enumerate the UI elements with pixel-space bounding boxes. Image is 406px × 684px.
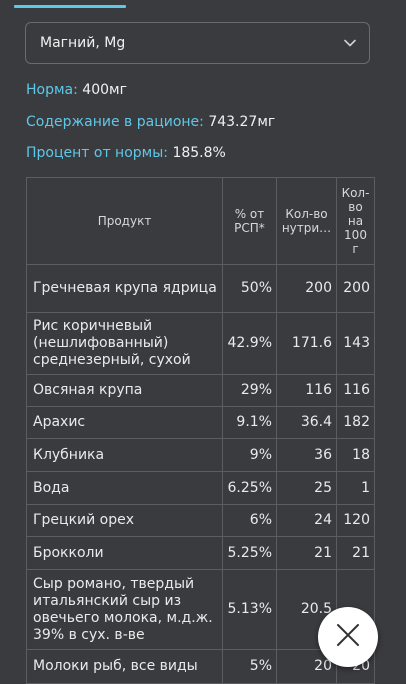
nutrient-table: Продукт % от РСП* Кол-во нутри… Кол-во н… <box>26 177 375 684</box>
per100-cell: 116 <box>336 374 375 407</box>
percent-cell: 9.1% <box>222 406 277 439</box>
percent-cell: 50% <box>222 264 277 313</box>
product-cell: Клубника <box>26 438 223 472</box>
table-row[interactable]: Грецкий орех 6% 24 120 <box>26 504 375 537</box>
amount-cell: 25 <box>276 471 337 505</box>
close-button[interactable] <box>318 607 378 667</box>
percent-cell: 29% <box>222 374 277 407</box>
header-percent[interactable]: % от РСП* <box>222 177 277 265</box>
product-cell: Гречневая крупа ядрица <box>26 264 223 313</box>
header-per100[interactable]: Кол-во на 100 г <box>336 177 375 265</box>
per100-cell: 200 <box>336 264 375 313</box>
close-icon <box>336 623 360 651</box>
table-row[interactable]: Гречневая крупа ядрица 50% 200 200 <box>26 264 375 313</box>
table-row[interactable]: Овсяная крупа 29% 116 116 <box>26 374 375 407</box>
percent-cell: 5% <box>222 649 277 684</box>
table-row[interactable]: Рис коричневый (нешлифованный) среднезер… <box>26 312 375 375</box>
amount-cell: 116 <box>276 374 337 407</box>
table-row[interactable]: Арахис 9.1% 36.4 182 <box>26 406 375 439</box>
amount-cell: 36 <box>276 438 337 472</box>
table-row[interactable]: Молоки рыб, все виды 5% 20 20 <box>26 649 375 684</box>
amount-cell: 21 <box>276 536 337 570</box>
norm-label: Норма: <box>26 82 78 98</box>
percent-cell: 42.9% <box>222 312 277 375</box>
per100-cell: 1 <box>336 471 375 505</box>
per100-cell: 21 <box>336 536 375 570</box>
product-cell: Брокколи <box>26 536 223 570</box>
table-row[interactable]: Вода 6.25% 25 1 <box>26 471 375 505</box>
product-cell: Арахис <box>26 406 223 439</box>
percent-label: Процент от нормы: <box>26 145 168 161</box>
content-line: Содержание в рационе: 743.27мг <box>26 114 275 130</box>
table-row[interactable]: Сыр романо, твердый итальянский сыр из о… <box>26 569 375 650</box>
table-row[interactable]: Клубника 9% 36 18 <box>26 438 375 472</box>
percent-cell: 5.25% <box>222 536 277 570</box>
product-cell: Молоки рыб, все виды <box>26 649 223 684</box>
table-row[interactable]: Брокколи 5.25% 21 21 <box>26 536 375 570</box>
percent-cell: 6% <box>222 504 277 537</box>
norm-line: Норма: 400мг <box>26 82 127 98</box>
nutrient-select-value: Магний, Mg <box>40 35 126 51</box>
percent-value: 185.8% <box>172 145 226 161</box>
nutrient-select[interactable]: Магний, Mg <box>25 22 370 64</box>
percent-cell: 5.13% <box>222 569 277 650</box>
chevron-down-icon <box>343 36 357 50</box>
active-tab-indicator <box>14 5 126 8</box>
percent-line: Процент от нормы: 185.8% <box>26 145 226 161</box>
amount-cell: 171.6 <box>276 312 337 375</box>
content-label: Содержание в рационе: <box>26 114 204 130</box>
header-amount[interactable]: Кол-во нутри… <box>276 177 337 265</box>
product-cell: Сыр романо, твердый итальянский сыр из о… <box>26 569 223 650</box>
per100-cell: 120 <box>336 504 375 537</box>
amount-cell: 200 <box>276 264 337 313</box>
percent-cell: 6.25% <box>222 471 277 505</box>
per100-cell: 18 <box>336 438 375 472</box>
product-cell: Рис коричневый (нешлифованный) среднезер… <box>26 312 223 375</box>
product-cell: Вода <box>26 471 223 505</box>
per100-cell: 182 <box>336 406 375 439</box>
percent-cell: 9% <box>222 438 277 472</box>
content-value: 743.27мг <box>208 114 276 130</box>
amount-cell: 24 <box>276 504 337 537</box>
tab-bar <box>0 0 406 12</box>
per100-cell: 143 <box>336 312 375 375</box>
amount-cell: 36.4 <box>276 406 337 439</box>
product-cell: Грецкий орех <box>26 504 223 537</box>
norm-value: 400мг <box>82 82 127 98</box>
product-cell: Овсяная крупа <box>26 374 223 407</box>
header-product[interactable]: Продукт <box>26 177 223 265</box>
